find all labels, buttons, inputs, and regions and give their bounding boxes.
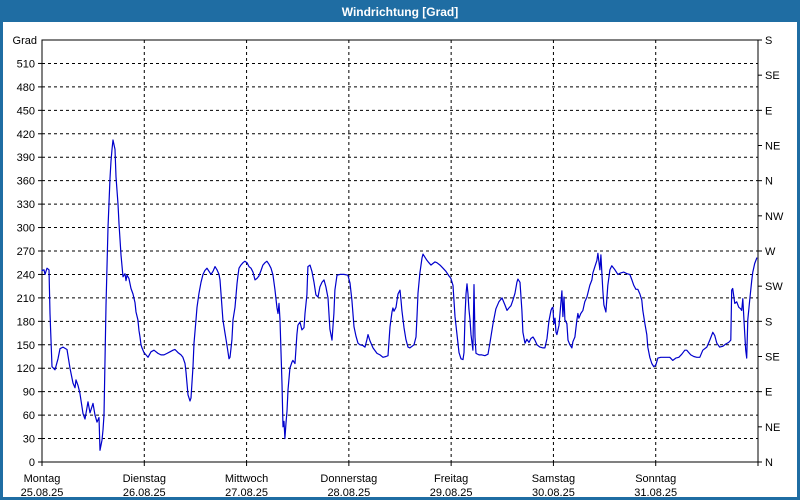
y-axis-tick-label: 270 — [17, 246, 35, 258]
day-date-label: 25.08.25 — [21, 487, 64, 497]
day-name-label: Sonntag — [635, 473, 676, 485]
day-date-label: 30.08.25 — [532, 487, 575, 497]
y-axis-tick-label: 120 — [17, 363, 35, 375]
compass-label: E — [765, 105, 772, 117]
day-name-label: Freitag — [434, 473, 468, 485]
day-date-label: 28.08.25 — [327, 487, 370, 497]
y-axis-tick-label: 360 — [17, 176, 35, 188]
y-axis-tick-label: 330 — [17, 199, 35, 211]
y-axis-tick-label: 150 — [17, 340, 35, 352]
y-axis-tick-label: 390 — [17, 152, 35, 164]
day-date-label: 27.08.25 — [225, 487, 268, 497]
day-name-label: Samstag — [532, 473, 575, 485]
data-line — [41, 139, 758, 451]
day-date-label: 31.08.25 — [634, 487, 677, 497]
day-name-label: Mittwoch — [225, 473, 268, 485]
plot-frame — [41, 39, 759, 463]
compass-label: NE — [765, 422, 780, 434]
compass-label: E — [765, 387, 772, 399]
day-date-label: 26.08.25 — [123, 487, 166, 497]
y-axis-tick-label: 300 — [17, 223, 35, 235]
y-axis-unit-label: Grad — [13, 35, 37, 47]
y-axis-tick-label: 450 — [17, 105, 35, 117]
wind-direction-chart: 0 30 60 90 120 150 180 210 240 270 300 330 360 390 420… — [13, 35, 784, 497]
y-axis-tick-label: 90 — [23, 387, 35, 399]
day-date-label: 29.08.25 — [430, 487, 473, 497]
y-axis-tick-label: 180 — [17, 316, 35, 328]
day-name-label: Dienstag — [123, 473, 166, 485]
compass-label: S — [765, 316, 772, 328]
title-bar: Windrichtung [Grad] — [3, 3, 797, 22]
y-axis-tick-label: 60 — [23, 410, 35, 422]
y-axis-tick-label: 30 — [23, 434, 35, 446]
compass-label: W — [765, 246, 776, 258]
y-axis-tick-label: 0 — [29, 457, 35, 469]
y-axis-tick-label: 510 — [17, 58, 35, 70]
y-axis-tick-label: 240 — [17, 269, 35, 281]
compass-label: NW — [765, 211, 784, 223]
y-axis-tick-label: 210 — [17, 293, 35, 305]
compass-label: NE — [765, 141, 780, 153]
compass-label: SE — [765, 352, 780, 364]
compass-label: S — [765, 35, 772, 47]
y-axis-tick-label: 480 — [17, 82, 35, 94]
y-axis-tick-label: 420 — [17, 129, 35, 141]
compass-label: N — [765, 457, 773, 469]
window-title: Windrichtung [Grad] — [341, 5, 459, 19]
day-name-label: Donnerstag — [320, 473, 377, 485]
chart-panel: 0 30 60 90 120 150 180 210 240 270 300 330 360 390 420… — [3, 22, 797, 497]
compass-label: SW — [765, 281, 783, 293]
compass-label: N — [765, 176, 773, 188]
day-name-label: Montag — [24, 473, 61, 485]
compass-label: SE — [765, 70, 780, 82]
